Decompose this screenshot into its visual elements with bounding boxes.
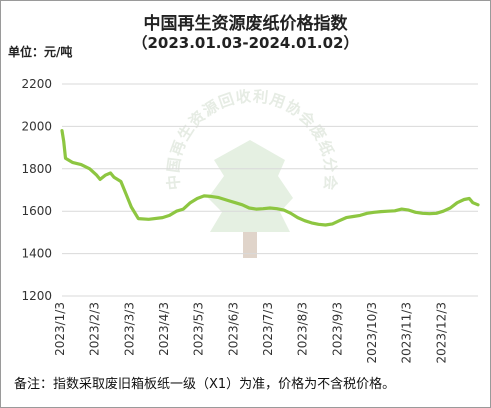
series-line [60,129,480,227]
watermark-trunk-icon [243,232,257,258]
y-tick-label: 1800 [21,162,52,176]
watermark-char: 回 [216,90,236,112]
x-tick-label: 2023/11/3 [400,302,414,364]
y-tick-label: 1400 [21,247,52,261]
watermark-char: 国 [164,156,184,173]
x-axis-ticks: 2023/1/3 2023/2/3 2023/3/3 2023/4/3 2023/5/3… [53,302,448,364]
y-tick-label: 1600 [21,204,52,218]
x-tick-label: 2023/1/3 [53,302,67,356]
x-tick-label: 2023/4/3 [157,302,171,356]
x-tick-label: 2023/3/3 [122,302,136,356]
x-tick-label: 2023/2/3 [88,302,102,356]
watermark-char: 分 [320,156,340,173]
y-tick-label: 2200 [21,77,52,91]
y-tick-label: 1200 [21,289,52,303]
watermark-char: 中 [164,174,183,191]
series-layer [60,129,480,227]
watermark-char: 收 [235,87,252,107]
x-tick-label: 2023/7/3 [261,302,275,356]
y-tick-label: 2000 [21,119,52,133]
watermark-char: 用 [268,90,288,112]
x-tick-label: 2023/10/3 [365,302,379,364]
x-tick-label: 2023/9/3 [330,302,344,356]
watermark-char: 再 [167,138,189,158]
x-tick-label: 2023/5/3 [192,302,206,356]
watermark-char: 纸 [315,138,337,158]
chart-title: 中国再生资源废纸价格指数 [143,14,348,34]
chart-subtitle: （2023.01.03-2024.01.02） [132,34,359,52]
unit-label: 单位：元/吨 [8,45,73,59]
x-tick-label: 2023/12/3 [434,302,448,364]
watermark-tree-icon [208,140,293,232]
x-tick-label: 2023/6/3 [226,302,240,356]
y-axis-ticks: 1200 1400 1600 1800 2000 2200 [21,77,52,303]
watermark-char: 会 [320,174,339,191]
x-tick-label: 2023/8/3 [296,302,310,356]
watermark-char: 利 [252,87,269,107]
footnote: 备注：指数采取废旧箱板纸一级（X1）为准，价格为不含税价格。 [14,377,396,392]
